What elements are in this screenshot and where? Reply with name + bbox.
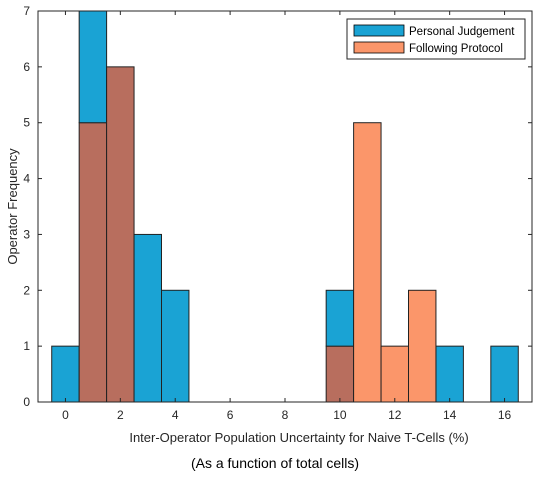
- histogram-bar-personal-judgement: [133, 233, 163, 403]
- chart-caption: (As a function of total cells): [190, 455, 360, 471]
- histogram-bar-personal-judgement: [78, 10, 108, 124]
- histogram-bar-following-protocol: [380, 345, 409, 403]
- y-tick-label: 3: [23, 227, 30, 241]
- histogram-bar-following-protocol: [353, 122, 382, 403]
- y-tick-label: 1: [23, 339, 30, 353]
- y-tick-label: 7: [23, 4, 30, 18]
- legend-swatch-personal-judgement: [353, 24, 405, 37]
- y-axis-label: Operator Frequency: [5, 148, 20, 265]
- y-tick-label: 6: [23, 60, 30, 74]
- x-tick-label: 14: [443, 408, 457, 422]
- legend-swatch-following-protocol: [353, 41, 405, 54]
- x-tick-label: 12: [388, 408, 402, 422]
- histogram-bar-personal-judgement: [161, 289, 190, 403]
- x-tick-label: 16: [498, 408, 512, 422]
- histogram-bar-overlap: [325, 345, 355, 403]
- x-tick-label: 0: [62, 408, 69, 422]
- histogram-bar-following-protocol: [408, 289, 437, 403]
- y-tick-label: 0: [23, 395, 30, 409]
- bars-layer: [51, 10, 519, 403]
- histogram-bar-personal-judgement: [325, 289, 355, 347]
- x-tick-label: 8: [282, 408, 289, 422]
- y-tick-label: 2: [23, 283, 30, 297]
- histogram-bar-overlap: [106, 66, 135, 403]
- y-tick-label: 4: [23, 172, 30, 186]
- legend: Personal Judgement Following Protocol: [346, 18, 526, 60]
- x-tick-label: 2: [117, 408, 124, 422]
- x-tick-label: 4: [172, 408, 179, 422]
- legend-label-following-protocol: Following Protocol: [409, 43, 503, 55]
- histogram-bar-personal-judgement: [435, 345, 464, 403]
- x-tick-label: 6: [227, 408, 234, 422]
- x-tick-label: 10: [333, 408, 347, 422]
- legend-label-personal-judgement: Personal Judgement: [409, 26, 515, 38]
- histogram-bar-personal-judgement: [490, 345, 519, 403]
- histogram-bar-personal-judgement: [51, 345, 80, 403]
- y-tick-label: 5: [23, 116, 30, 130]
- x-axis-label: Inter-Operator Population Uncertainty fo…: [129, 430, 468, 445]
- histogram-bar-overlap: [78, 122, 108, 403]
